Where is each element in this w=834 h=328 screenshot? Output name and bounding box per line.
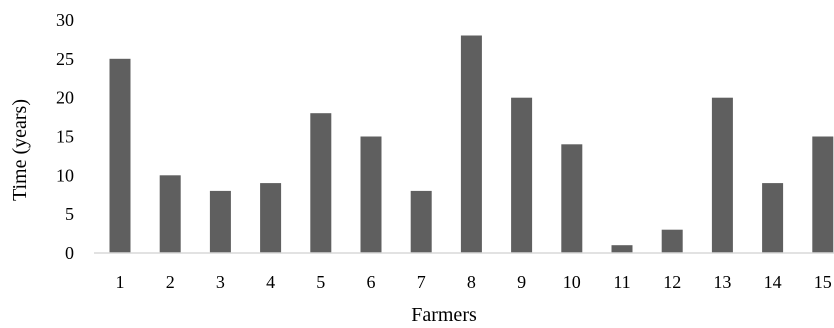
y-tick-label: 15: [56, 127, 74, 147]
x-tick-label: 13: [713, 272, 731, 292]
x-tick-label: 11: [613, 272, 630, 292]
x-tick-label: 5: [316, 272, 325, 292]
y-tick-label: 5: [65, 204, 74, 224]
x-tick-label: 15: [814, 272, 832, 292]
x-tick-label: 3: [216, 272, 225, 292]
bar-farmer-1: [109, 58, 131, 253]
y-tick-label: 25: [56, 49, 74, 69]
x-tick-label: 6: [367, 272, 376, 292]
bar-farmer-13: [711, 97, 733, 253]
bar-farmer-2: [159, 175, 181, 253]
x-tick-label: 9: [517, 272, 526, 292]
bar-farmer-3: [209, 190, 231, 253]
y-axis-ticks: 0 5 10 15 20 25 30: [56, 10, 74, 263]
x-tick-label: 2: [166, 272, 175, 292]
bar-farmer-9: [511, 97, 533, 253]
y-tick-label: 10: [56, 165, 74, 185]
y-tick-label: 20: [56, 88, 74, 108]
bar-farmer-15: [812, 136, 834, 253]
bar-farmer-10: [561, 144, 583, 253]
x-tick-label: 10: [563, 272, 581, 292]
bar-farmer-14: [762, 183, 784, 253]
bar-farmer-5: [310, 113, 332, 253]
y-tick-label: 30: [56, 10, 74, 30]
bar-farmer-8: [460, 35, 482, 253]
bar-farmer-6: [360, 136, 382, 253]
x-tick-label: 4: [266, 272, 275, 292]
y-axis-title: Time (years): [9, 99, 31, 201]
x-tick-label: 12: [663, 272, 681, 292]
x-axis-ticks: 1 2 3 4 5 6 7 8 9 10 11 12 13 14 15: [116, 272, 832, 292]
x-tick-label: 8: [467, 272, 476, 292]
bar-farmer-12: [661, 229, 683, 253]
bar-farmer-11: [611, 245, 633, 253]
x-axis-title: Farmers: [411, 304, 477, 326]
y-tick-label: 0: [65, 243, 74, 263]
bar-farmer-4: [260, 183, 282, 253]
x-tick-label: 14: [764, 272, 782, 292]
x-tick-label: 7: [417, 272, 426, 292]
bar-farmer-7: [410, 190, 432, 253]
bars-group: [109, 35, 834, 253]
x-tick-label: 1: [116, 272, 125, 292]
